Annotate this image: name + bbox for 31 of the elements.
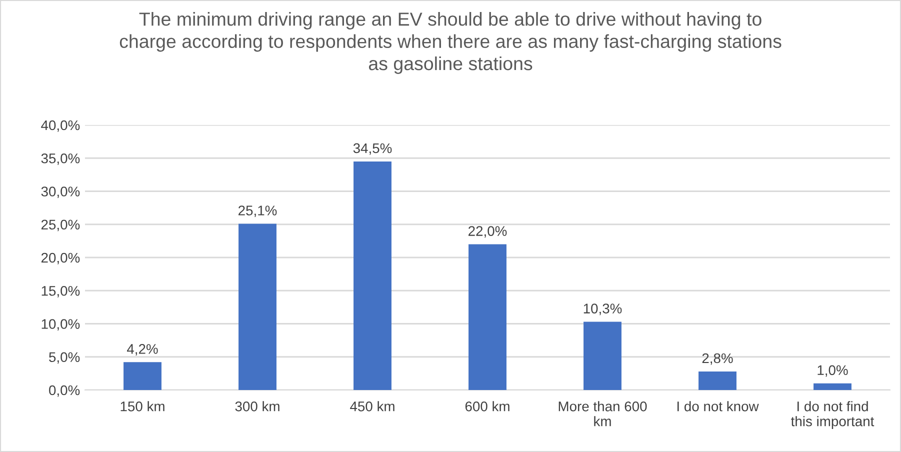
x-tick-label: More than 600 km bbox=[558, 401, 647, 426]
chart-title: The minimum driving range an EV should be able to drive without having to charge according to respondents when there are as many fast-charging stations as gasoline stations bbox=[120, 12, 782, 74]
x-tick-label: I do not find this important bbox=[791, 401, 874, 430]
y-tick-label: 25,0% bbox=[41, 220, 80, 232]
y-tick-label: 20,0% bbox=[41, 252, 80, 264]
y-tick-label: 40,0% bbox=[41, 120, 80, 132]
bar bbox=[698, 371, 736, 390]
data-label: 2,8% bbox=[702, 353, 733, 365]
data-label: 22,0% bbox=[468, 226, 507, 238]
data-label: 1,0% bbox=[818, 365, 848, 377]
bar bbox=[814, 383, 852, 390]
bar bbox=[124, 362, 162, 390]
y-tick-label: 10,0% bbox=[42, 319, 80, 331]
y-tick-label: 35,0% bbox=[41, 153, 80, 165]
y-tick-label: 30,0% bbox=[41, 186, 80, 198]
bar bbox=[584, 322, 622, 390]
x-tick-label: 300 km bbox=[235, 401, 280, 412]
y-tick-label: 0,0% bbox=[49, 385, 80, 397]
data-label: 34,5% bbox=[353, 143, 392, 155]
y-tick-label: 5,0% bbox=[49, 352, 80, 364]
x-tick-label: 450 km bbox=[350, 401, 394, 412]
x-tick-label: 600 km bbox=[465, 401, 510, 412]
data-label: 10,3% bbox=[584, 304, 622, 316]
y-tick-label: 15,0% bbox=[42, 286, 80, 298]
x-tick-label: 150 km bbox=[120, 401, 164, 412]
x-tick-label: I do not know bbox=[677, 401, 759, 412]
data-label: 25,1% bbox=[238, 206, 277, 218]
data-label: 4,2% bbox=[126, 344, 158, 356]
bar bbox=[238, 224, 276, 390]
bar bbox=[354, 161, 392, 390]
bar bbox=[468, 244, 506, 390]
